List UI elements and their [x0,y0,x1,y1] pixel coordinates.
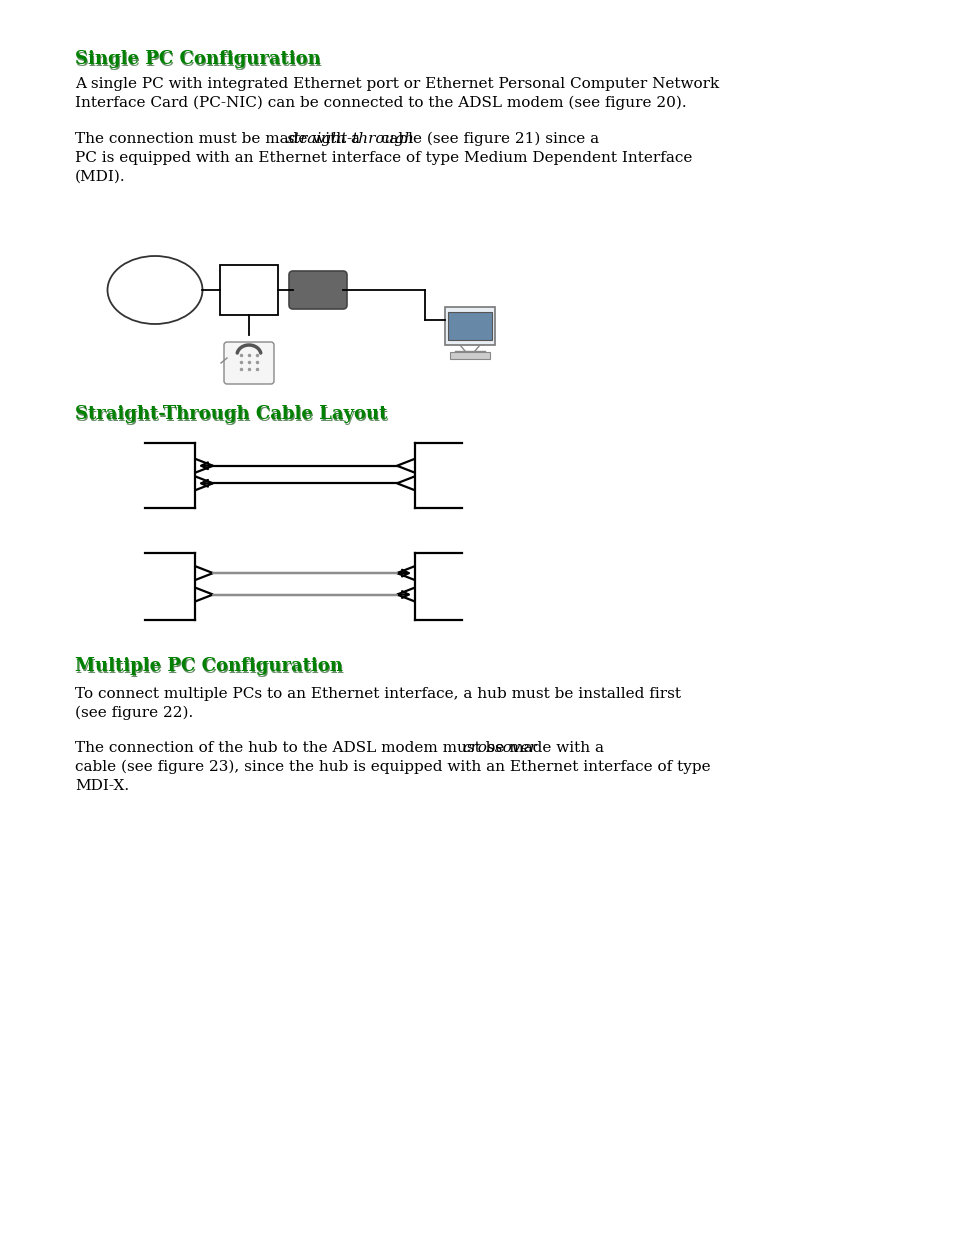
Text: The connection must be made with a: The connection must be made with a [75,132,364,146]
Text: (see figure 22).: (see figure 22). [75,706,193,720]
Text: Straight-Through Cable Layout: Straight-Through Cable Layout [76,408,389,425]
Text: Straight-Through Cable Layout: Straight-Through Cable Layout [75,405,387,424]
Text: A single PC with integrated Ethernet port or Ethernet Personal Computer Network: A single PC with integrated Ethernet por… [75,77,719,91]
FancyBboxPatch shape [224,342,274,384]
FancyBboxPatch shape [450,352,490,359]
Text: Interface Card (PC-NIC) can be connected to the ADSL modem (see figure 20).: Interface Card (PC-NIC) can be connected… [75,96,686,110]
Text: crossover: crossover [461,741,537,755]
Text: Single PC Configuration: Single PC Configuration [76,52,322,70]
FancyBboxPatch shape [448,312,492,340]
Text: straight-through: straight-through [287,132,415,146]
Text: (MDI).: (MDI). [75,170,126,184]
Text: To connect multiple PCs to an Ethernet interface, a hub must be installed first: To connect multiple PCs to an Ethernet i… [75,687,680,701]
FancyBboxPatch shape [289,270,347,309]
Text: Single PC Configuration: Single PC Configuration [75,49,320,68]
Text: Multiple PC Configuration: Multiple PC Configuration [76,659,344,677]
FancyBboxPatch shape [444,308,495,345]
Text: MDI-X.: MDI-X. [75,779,129,793]
Text: The connection of the hub to the ADSL modem must be made with a: The connection of the hub to the ADSL mo… [75,741,608,755]
Text: cable (see figure 21) since a: cable (see figure 21) since a [375,132,598,147]
Text: cable (see figure 23), since the hub is equipped with an Ethernet interface of t: cable (see figure 23), since the hub is … [75,760,710,774]
Text: PC is equipped with an Ethernet interface of type Medium Dependent Interface: PC is equipped with an Ethernet interfac… [75,151,692,165]
Text: Multiple PC Configuration: Multiple PC Configuration [75,657,342,676]
Bar [220,266,277,315]
